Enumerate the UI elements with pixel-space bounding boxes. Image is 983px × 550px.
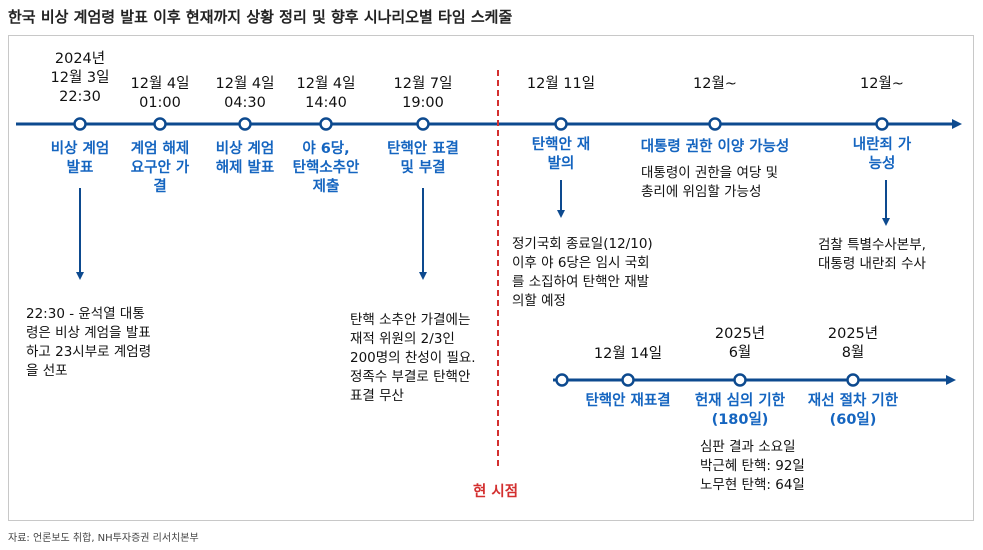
- date-jun2025: 2025년 6월: [714, 326, 766, 361]
- dot-dec4-1440: [319, 117, 333, 131]
- date-aug2025: 2025년 8월: [827, 326, 879, 361]
- note-re-propose: 정기국회 종료일(12/10) 이후 야 6당은 임시 국회 를 소집하여 탄핵…: [512, 236, 653, 309]
- note-power-transfer: 대통령이 권한을 여당 및 총리에 위임할 가능성: [641, 165, 779, 200]
- dot-insurrection: [875, 117, 889, 131]
- page-title: 한국 비상 계엄령 발표 이후 현재까지 상황 정리 및 향후 시나리오별 타임…: [8, 8, 513, 26]
- date-dec4-0100: 12월 4일 01:00: [130, 76, 190, 111]
- date-dec3: 2024년 12월 3일 22:30: [50, 51, 110, 105]
- event-election-deadline: 재선 절차 기한 (60일): [807, 393, 899, 428]
- dot-dec3: [73, 117, 87, 131]
- date-dec7: 12월 7일 19:00: [393, 76, 453, 111]
- date-dec4-1440: 12월 4일 14:40: [296, 76, 356, 111]
- dot-dec7: [416, 117, 430, 131]
- note-insurrection: 검찰 특별수사본부, 대통령 내란죄 수사: [818, 237, 926, 272]
- event-martial-law: 비상 계엄 발표: [50, 141, 110, 176]
- dot-start: [555, 373, 569, 387]
- event-power-transfer: 대통령 권한 이양 가능성: [640, 139, 790, 155]
- dot-dec11: [554, 117, 568, 131]
- event-lift-announce: 비상 계엄 해제 발표: [215, 141, 275, 176]
- dot-jun2025: [733, 373, 747, 387]
- event-court-deadline: 헌재 심의 기한 (180일): [694, 393, 786, 428]
- dot-dec4-0100: [153, 117, 167, 131]
- event-impeach-submit: 야 6당, 탄핵소추안 제출: [292, 141, 360, 195]
- dot-dec4-0430: [238, 117, 252, 131]
- dot-power-transfer: [708, 117, 722, 131]
- dot-dec14: [621, 373, 635, 387]
- note-court-duration: 심판 결과 소요일 박근혜 탄핵: 92일 노무현 탄핵: 64일: [700, 439, 805, 493]
- event-re-propose: 탄핵안 재 발의: [531, 137, 591, 172]
- date-dec14: 12월 14일: [593, 346, 663, 362]
- event-lift-demand: 계엄 해제 요구안 가 결: [130, 141, 190, 195]
- date-dec4-0430: 12월 4일 04:30: [215, 76, 275, 111]
- bottom-timeline-dots: [555, 373, 860, 387]
- date-dec-power: 12월~: [693, 76, 737, 92]
- event-re-vote: 탄핵안 재표결: [585, 393, 671, 409]
- diagram-frame: [8, 35, 974, 521]
- date-dec-insurrection: 12월~: [860, 76, 904, 92]
- event-impeach-vote: 탄핵안 표결 및 부결: [387, 141, 459, 176]
- note-martial-law: 22:30 - 윤석열 대통 령은 비상 계엄을 발표 하고 23시부로 계엄령…: [26, 306, 152, 379]
- now-label: 현 시점: [473, 484, 519, 500]
- source-note: 자료: 언론보도 취합, NH투자증권 리서치본부: [8, 533, 199, 544]
- event-insurrection: 내란죄 가 능성: [852, 137, 912, 172]
- dot-aug2025: [846, 373, 860, 387]
- note-impeach-vote: 탄핵 소추안 가결에는 재적 위원의 2/3인 200명의 찬성이 필요. 정족…: [350, 312, 476, 404]
- date-dec11: 12월 11일: [526, 76, 596, 92]
- top-timeline-dots: [73, 117, 889, 131]
- down-arrows: [76, 180, 890, 280]
